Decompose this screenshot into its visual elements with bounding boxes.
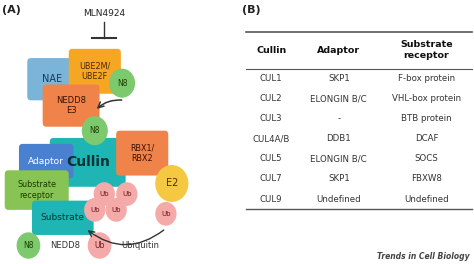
Text: CUL1: CUL1 — [260, 74, 283, 83]
Text: N8: N8 — [23, 241, 34, 250]
Text: Undefined: Undefined — [317, 195, 361, 204]
Text: NAE: NAE — [42, 74, 62, 84]
FancyBboxPatch shape — [43, 84, 100, 127]
Text: CUL5: CUL5 — [260, 154, 283, 163]
Text: Trends in Cell Biology: Trends in Cell Biology — [377, 252, 469, 261]
FancyBboxPatch shape — [19, 144, 73, 178]
Text: (B): (B) — [242, 5, 260, 15]
Text: (A): (A) — [2, 5, 21, 15]
Text: CUL3: CUL3 — [260, 114, 283, 123]
Text: Undefined: Undefined — [404, 195, 449, 204]
Circle shape — [82, 116, 108, 145]
Text: NEDD8: NEDD8 — [50, 241, 80, 250]
FancyBboxPatch shape — [116, 131, 168, 176]
Circle shape — [94, 182, 115, 206]
FancyBboxPatch shape — [27, 58, 77, 100]
Text: RBX1/
RBX2: RBX1/ RBX2 — [130, 143, 155, 163]
Text: Ub: Ub — [90, 207, 100, 213]
Text: CUL4A/B: CUL4A/B — [253, 134, 290, 143]
Circle shape — [105, 198, 127, 222]
Circle shape — [84, 198, 105, 222]
Text: Substrate
receptor: Substrate receptor — [17, 180, 56, 200]
Text: E2: E2 — [165, 178, 178, 188]
Text: ELONGIN B/C: ELONGIN B/C — [310, 154, 367, 163]
Circle shape — [116, 182, 137, 206]
Text: DDB1: DDB1 — [327, 134, 351, 143]
Text: -: - — [337, 114, 340, 123]
Text: Ub: Ub — [111, 207, 121, 213]
Text: SOCS: SOCS — [415, 154, 438, 163]
FancyBboxPatch shape — [32, 201, 94, 235]
Text: Cullin: Cullin — [66, 155, 109, 169]
Text: Substrate: Substrate — [41, 213, 85, 222]
Text: N8: N8 — [117, 79, 128, 88]
Text: MLN4924: MLN4924 — [83, 9, 125, 18]
Circle shape — [88, 232, 111, 259]
Text: Substrate
receptor: Substrate receptor — [400, 40, 453, 60]
FancyBboxPatch shape — [50, 138, 126, 187]
Circle shape — [17, 232, 40, 259]
Text: Ub: Ub — [122, 191, 132, 197]
Text: CUL9: CUL9 — [260, 195, 283, 204]
Text: SKP1: SKP1 — [328, 175, 350, 183]
Circle shape — [155, 202, 176, 226]
Text: FBXW8: FBXW8 — [411, 175, 442, 183]
Text: Cullin: Cullin — [256, 46, 286, 55]
Text: N8: N8 — [90, 126, 100, 135]
FancyBboxPatch shape — [69, 49, 121, 94]
Text: Ubiquitin: Ubiquitin — [121, 241, 159, 250]
Text: F-box protein: F-box protein — [398, 74, 455, 83]
Text: SKP1: SKP1 — [328, 74, 350, 83]
Text: Ub: Ub — [161, 211, 171, 217]
Text: CUL7: CUL7 — [260, 175, 283, 183]
Text: VHL-box protein: VHL-box protein — [392, 94, 461, 103]
Text: Adaptor: Adaptor — [317, 46, 360, 55]
Text: UBE2M/
UBE2F: UBE2M/ UBE2F — [79, 62, 110, 81]
Circle shape — [109, 69, 135, 98]
Text: CUL2: CUL2 — [260, 94, 283, 103]
Text: DCAF: DCAF — [415, 134, 438, 143]
Text: Ub: Ub — [100, 191, 109, 197]
Circle shape — [155, 165, 188, 202]
Text: Ub: Ub — [94, 241, 105, 250]
Text: NEDD8
E3: NEDD8 E3 — [56, 96, 86, 115]
Text: Adaptor: Adaptor — [28, 157, 64, 166]
FancyBboxPatch shape — [5, 170, 69, 210]
Text: ELONGIN B/C: ELONGIN B/C — [310, 94, 367, 103]
Text: BTB protein: BTB protein — [401, 114, 452, 123]
